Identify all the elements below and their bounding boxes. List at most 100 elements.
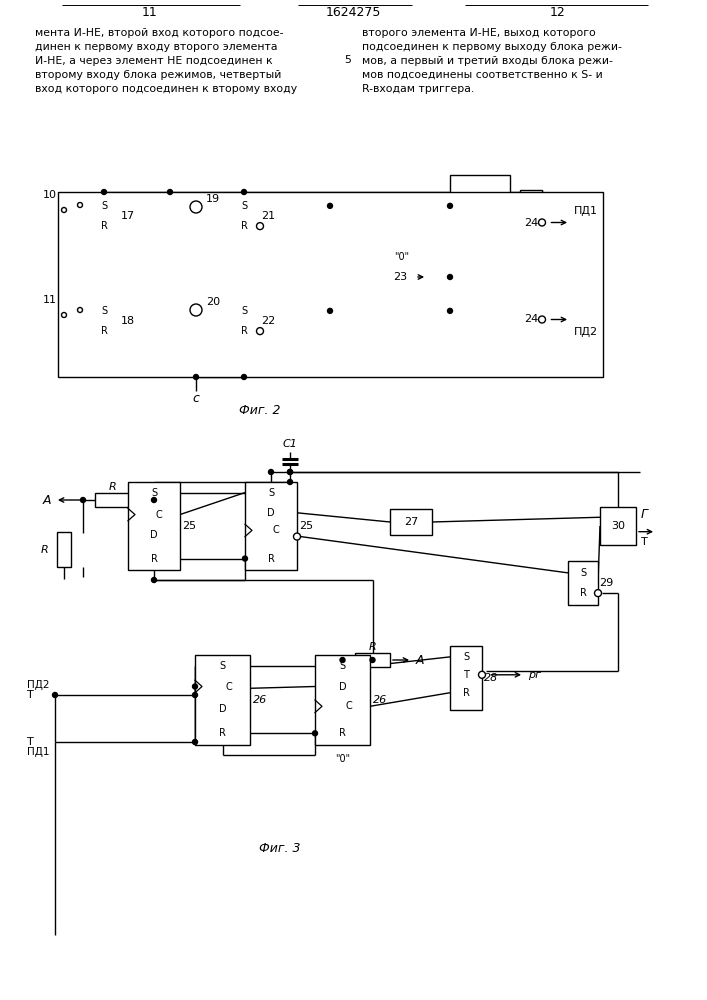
Bar xyxy=(195,655,250,745)
Bar xyxy=(520,190,542,255)
Text: второго элемента И-НЕ, выход которого
подсоединен к первому выходу блока режи-
м: второго элемента И-НЕ, выход которого по… xyxy=(362,28,622,94)
Circle shape xyxy=(52,692,57,698)
Text: R: R xyxy=(267,554,274,564)
Text: R: R xyxy=(339,728,346,738)
Circle shape xyxy=(78,202,83,208)
Text: Фиг. 2: Фиг. 2 xyxy=(239,403,281,416)
Text: 21: 21 xyxy=(261,211,275,221)
Bar xyxy=(88,194,120,238)
Text: R: R xyxy=(462,688,469,698)
Bar xyxy=(520,287,542,352)
Text: T: T xyxy=(463,670,469,680)
Circle shape xyxy=(269,470,274,475)
Text: D: D xyxy=(150,530,158,540)
Circle shape xyxy=(327,203,332,208)
Bar xyxy=(228,299,260,343)
Bar xyxy=(128,482,180,570)
Text: R: R xyxy=(41,545,49,555)
Circle shape xyxy=(242,190,247,194)
Text: 30: 30 xyxy=(611,521,625,531)
Text: Г: Г xyxy=(641,508,648,521)
Circle shape xyxy=(288,470,293,475)
Text: 11: 11 xyxy=(142,6,158,19)
Bar xyxy=(315,655,370,745)
Circle shape xyxy=(192,740,197,744)
Text: Т: Т xyxy=(27,737,33,747)
Circle shape xyxy=(288,470,293,475)
Text: 1624275: 1624275 xyxy=(325,6,380,19)
Text: 19: 19 xyxy=(206,194,220,204)
Text: рг: рг xyxy=(528,670,541,680)
Circle shape xyxy=(539,316,546,323)
Text: 12: 12 xyxy=(550,6,566,19)
Text: 26: 26 xyxy=(373,695,387,705)
Text: S: S xyxy=(241,201,247,211)
Circle shape xyxy=(243,556,247,561)
Circle shape xyxy=(81,497,86,502)
Text: 27: 27 xyxy=(404,517,418,527)
Text: 29: 29 xyxy=(599,578,613,588)
Text: S: S xyxy=(101,306,107,316)
Text: S: S xyxy=(339,661,346,671)
Text: R: R xyxy=(219,728,226,738)
Text: 24: 24 xyxy=(524,218,538,228)
Bar xyxy=(228,194,260,238)
Text: S: S xyxy=(463,652,469,662)
Text: R: R xyxy=(100,221,107,231)
Circle shape xyxy=(539,219,546,226)
Text: R: R xyxy=(240,221,247,231)
Text: Фиг. 3: Фиг. 3 xyxy=(259,842,300,854)
Text: Т: Т xyxy=(27,690,33,700)
Text: ПД2: ПД2 xyxy=(574,326,598,337)
Bar xyxy=(355,653,390,667)
Text: A: A xyxy=(416,654,424,666)
Text: "0": "0" xyxy=(395,252,409,262)
Text: R: R xyxy=(240,326,247,336)
Text: 20: 20 xyxy=(206,297,220,307)
Circle shape xyxy=(62,312,66,318)
Circle shape xyxy=(293,533,300,540)
Circle shape xyxy=(151,497,156,502)
Bar xyxy=(450,646,482,710)
Bar xyxy=(57,532,71,567)
Bar xyxy=(385,264,415,290)
Bar xyxy=(450,175,510,370)
Text: R: R xyxy=(100,326,107,336)
Text: ПД1: ПД1 xyxy=(27,747,49,757)
Text: S: S xyxy=(241,306,247,316)
Circle shape xyxy=(190,304,202,316)
Text: 10: 10 xyxy=(43,190,57,200)
Circle shape xyxy=(194,374,199,379)
Circle shape xyxy=(192,692,197,698)
Text: 18: 18 xyxy=(121,316,135,326)
Text: ПД1: ПД1 xyxy=(574,205,598,216)
Circle shape xyxy=(340,658,345,662)
Text: R: R xyxy=(580,588,586,598)
Text: 28: 28 xyxy=(484,673,498,683)
Circle shape xyxy=(448,203,452,208)
Text: S: S xyxy=(151,488,157,498)
Circle shape xyxy=(102,190,107,194)
Text: C: C xyxy=(156,510,163,520)
Text: S: S xyxy=(101,201,107,211)
Text: C: C xyxy=(346,701,353,711)
Circle shape xyxy=(312,731,317,736)
Bar xyxy=(88,299,120,343)
Bar xyxy=(95,493,130,507)
Text: D: D xyxy=(267,508,275,518)
Circle shape xyxy=(448,274,452,279)
Text: ПД2: ПД2 xyxy=(27,680,49,690)
Text: c: c xyxy=(192,392,199,406)
Bar xyxy=(568,561,598,605)
Text: 25: 25 xyxy=(182,521,196,531)
Text: R: R xyxy=(109,482,117,492)
Text: S: S xyxy=(580,568,586,578)
Circle shape xyxy=(151,578,156,582)
Text: D: D xyxy=(339,682,346,692)
Circle shape xyxy=(257,328,264,335)
Text: 5: 5 xyxy=(344,55,351,65)
Bar xyxy=(600,507,636,545)
Text: C: C xyxy=(226,682,233,692)
Text: S: S xyxy=(219,661,226,671)
Text: мента И-НЕ, второй вход которого подсое-
динен к первому входу второго элемента
: мента И-НЕ, второй вход которого подсое-… xyxy=(35,28,297,94)
